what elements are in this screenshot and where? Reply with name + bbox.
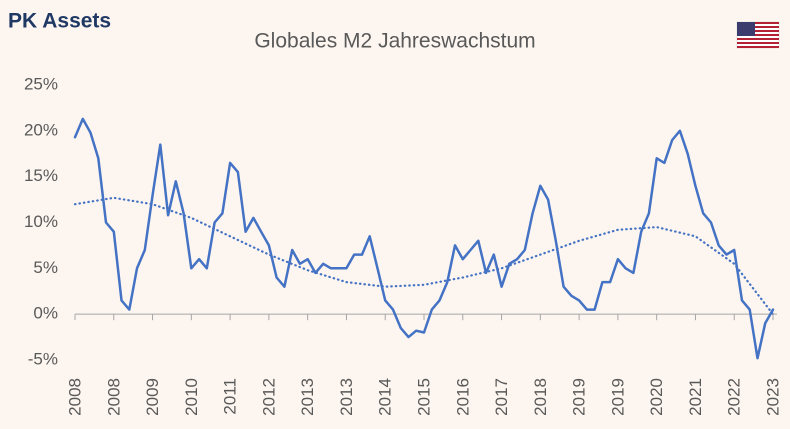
x-tick-label: 2010	[182, 378, 201, 416]
x-tick-label: 2011	[221, 378, 240, 415]
x-tick-label: 2009	[143, 378, 162, 416]
trend-line	[73, 196, 775, 316]
data-line	[73, 117, 775, 360]
x-tick-label: 2020	[647, 378, 666, 416]
x-tick-label: 2022	[725, 378, 744, 416]
x-tick-label: 2008	[66, 378, 85, 416]
x-tick-label: 2008	[104, 378, 123, 416]
x-tick-label: 2018	[531, 378, 550, 416]
x-tick-label: 2023	[764, 378, 783, 416]
x-tick-label: 2021	[686, 378, 705, 416]
x-tick-label: 2017	[492, 378, 511, 416]
y-tick-label: 20%	[24, 120, 58, 139]
flag	[736, 21, 780, 49]
brand: PK Assets	[8, 10, 111, 33]
x-tick-label: 2015	[415, 378, 434, 416]
x-tick-label: 2014	[376, 378, 395, 416]
x-tick-label: 2012	[259, 378, 278, 416]
x-tick-label: 2013	[337, 378, 356, 416]
x-tick-label: 2016	[453, 378, 472, 416]
x-tick-label: 2019	[570, 378, 589, 416]
x-tick-label: 2013	[298, 378, 317, 416]
y-tick-label: 15%	[24, 166, 58, 185]
y-tick-label: 25%	[24, 74, 58, 93]
x-tick-label: 2019	[608, 378, 627, 416]
y-tick-label: 0%	[33, 304, 58, 323]
y-tick-label: 10%	[24, 212, 58, 231]
y-tick-label: -5%	[28, 349, 58, 368]
y-tick-label: 5%	[33, 258, 58, 277]
chart-title: Globales M2 Jahreswachstum	[254, 30, 535, 53]
